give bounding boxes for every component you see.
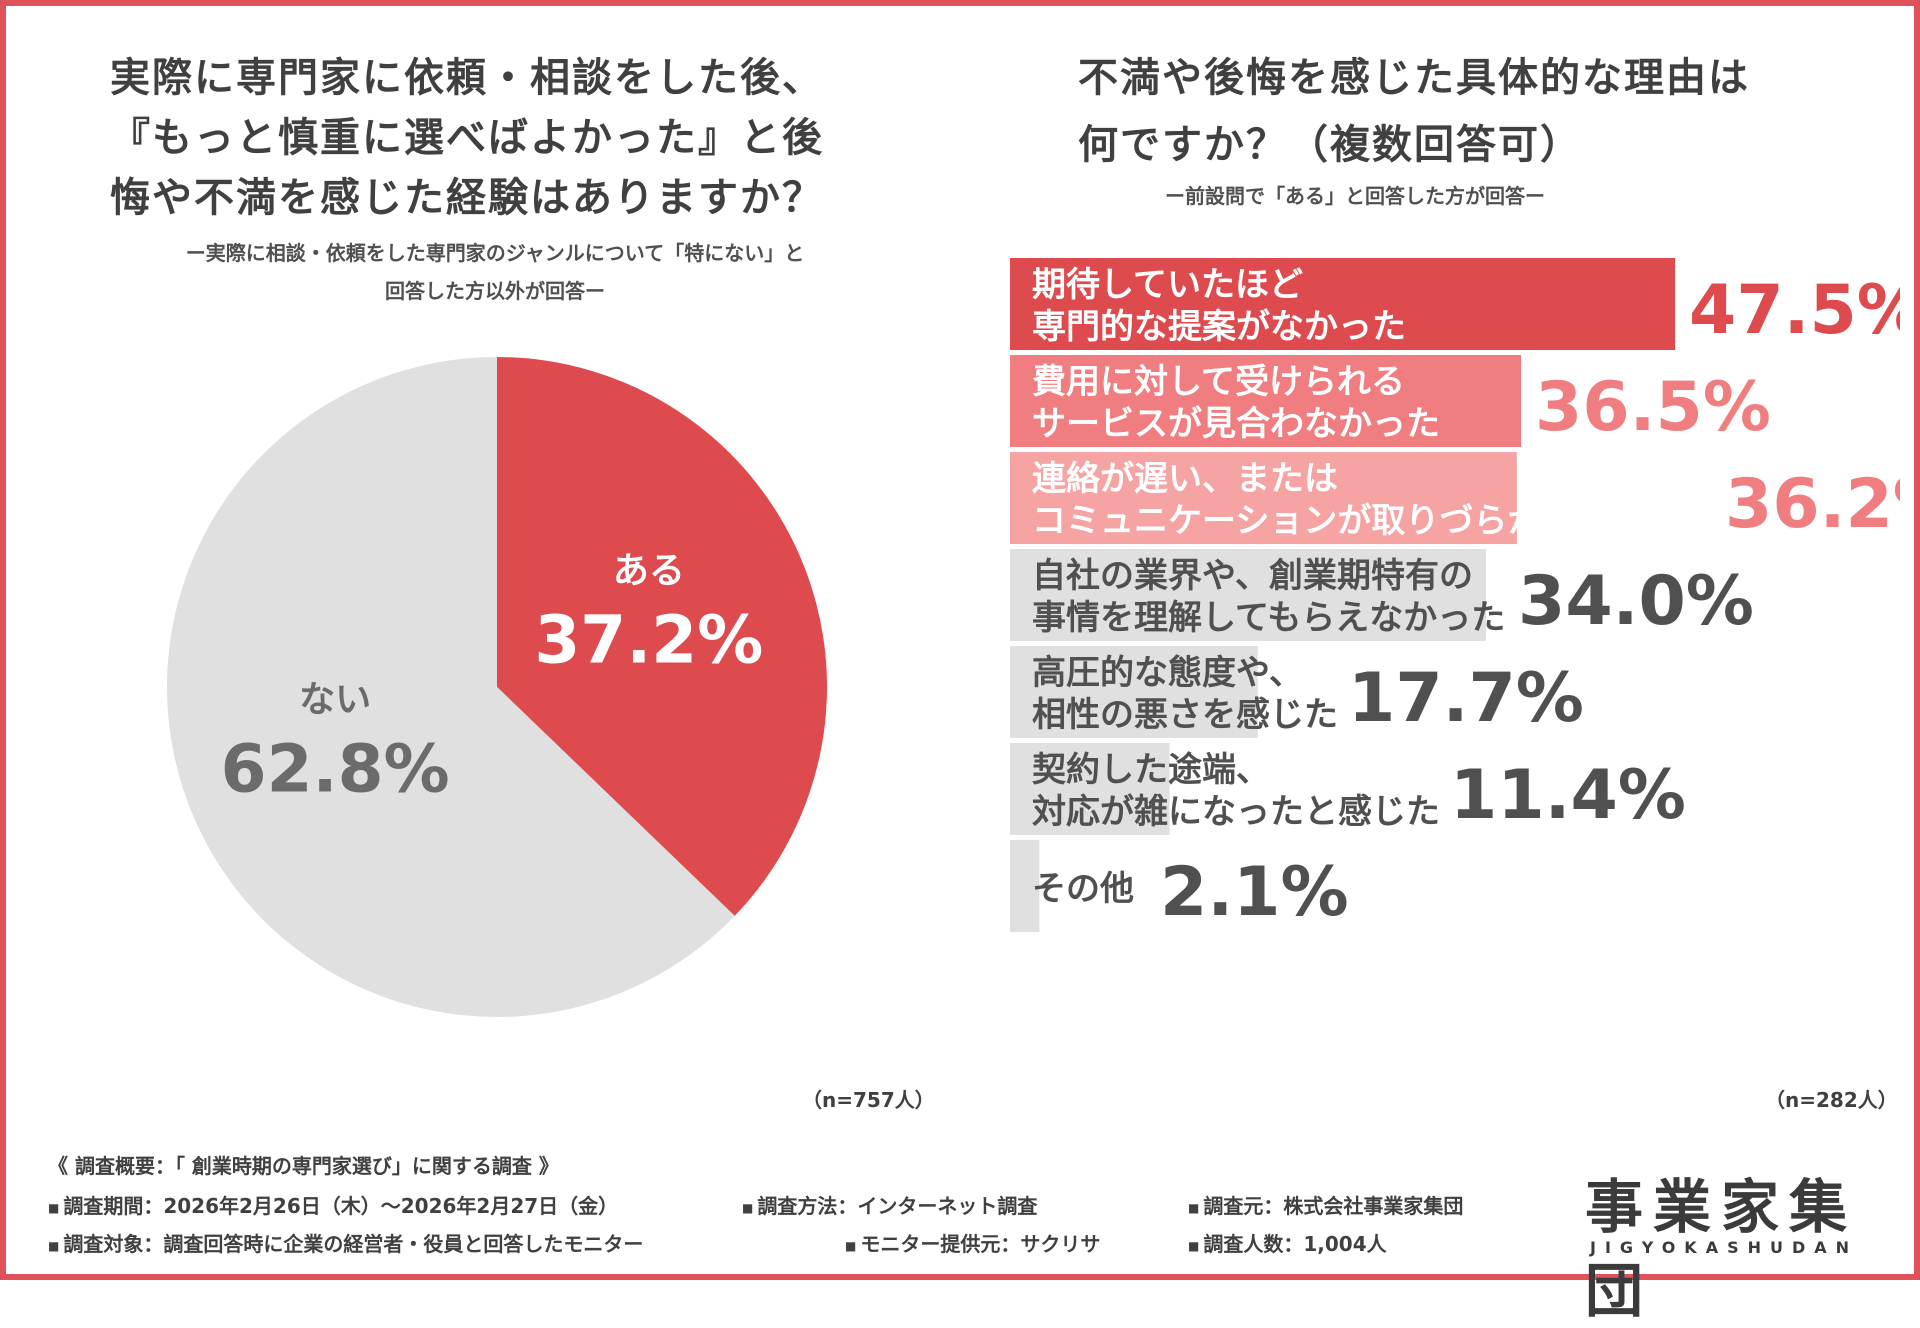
- survey-source-text: 調査元：株式会社事業家集団: [1203, 1194, 1464, 1218]
- bar-category-label: 高圧的な態度や、: [1032, 653, 1303, 693]
- bullet-icon: ■: [845, 1238, 857, 1253]
- pie-slice-label: ない: [299, 680, 371, 721]
- survey-period: ■ 調査期間：2026年2月26日（木）〜2026年2月27日（金）: [48, 1190, 618, 1219]
- pie-chart: ある 37.2% ない 62.8%: [166, 356, 827, 1018]
- left-sample-size: （n=757人）: [802, 1088, 935, 1112]
- right-sample-size: （n=282人）: [1765, 1088, 1898, 1112]
- bar-value-label: 2.1%: [1160, 853, 1349, 932]
- right-chart-subtitle: ー前設問で「ある」と回答した方が回答ー: [1165, 184, 1545, 208]
- bar-value-label: 36.2%: [1725, 465, 1900, 544]
- pie-slice-value: 37.2%: [534, 601, 763, 678]
- bar-category-label: 専門的な提案がなかった: [1032, 307, 1406, 347]
- bar-value-label: 36.5%: [1535, 368, 1771, 447]
- bar-category-label: その他: [1032, 869, 1134, 909]
- bar-category-label: 相性の悪さを感じた: [1032, 695, 1338, 735]
- bar-value-label: 17.7%: [1348, 659, 1584, 738]
- survey-source: ■ 調査元：株式会社事業家集団: [1188, 1190, 1463, 1219]
- bar-5: [1010, 743, 1170, 835]
- bar-category-label: サービスが見合わなかった: [1032, 404, 1440, 444]
- right-chart-title: 不満や後悔を感じた具体的な理由は 何ですか？（複数回答可）: [1078, 55, 1750, 168]
- pie-slice-1: [166, 356, 735, 1018]
- bar-category-label: 事情を理解してもらえなかった: [1032, 598, 1505, 638]
- survey-count-text: 調査人数：1,004人: [1203, 1232, 1387, 1256]
- bar-category-label: 契約した途端、: [1032, 750, 1270, 790]
- bullet-icon: ■: [48, 1238, 60, 1253]
- bar-category-label: 自社の業界や、創業期特有の: [1032, 556, 1473, 596]
- bar-category-label: コミュニケーションが取りづらかった: [1032, 501, 1609, 541]
- left-chart-subtitle: ー実際に相談・依頼をした専門家のジャンルについて「特にない」と 回答した方以外が…: [185, 241, 805, 303]
- bullet-icon: ■: [1188, 1238, 1200, 1253]
- bar-category-label: 費用に対して受けられる: [1032, 362, 1405, 402]
- bar-category-label: 連絡が遅い、または: [1032, 459, 1338, 499]
- survey-target: ■ 調査対象：調査回答時に企業の経営者・役員と回答したモニター: [48, 1228, 643, 1257]
- bar-2: [1010, 452, 1517, 544]
- bar-value-label: 34.0%: [1518, 562, 1754, 641]
- bar-6: [1010, 840, 1040, 932]
- survey-method-text: 調査方法：インターネット調査: [757, 1194, 1038, 1218]
- survey-count: ■ 調査人数：1,004人: [1188, 1228, 1387, 1257]
- bar-value-label: 11.4%: [1450, 756, 1686, 835]
- bullet-icon: ■: [1188, 1200, 1200, 1215]
- bar-value-label: 47.5%: [1689, 271, 1900, 350]
- survey-summary: 《 調査概要：「 創業時期の専門家選び」に関する調査 》: [48, 1154, 559, 1178]
- pie-slice-label: ある: [613, 550, 685, 591]
- bullet-icon: ■: [48, 1200, 60, 1215]
- survey-provider-text: モニター提供元：サクリサ: [860, 1232, 1101, 1256]
- bar-0: [1010, 258, 1675, 350]
- bar-4: [1010, 646, 1258, 738]
- bar-category-label: 期待していたほど: [1032, 265, 1303, 305]
- left-chart-title: 実際に専門家に依頼・相談をした後、 『もっと慎重に選べばよかった』と後 悔や不満…: [110, 55, 824, 221]
- survey-method: ■ 調査方法：インターネット調査: [742, 1190, 1037, 1219]
- bar-category-label: 対応が雑になったと感じた: [1032, 792, 1440, 832]
- pie-slice-value: 62.8%: [221, 731, 450, 808]
- survey-target-text: 調査対象：調査回答時に企業の経営者・役員と回答したモニター: [63, 1232, 644, 1256]
- bar-3: [1010, 549, 1486, 641]
- bullet-icon: ■: [742, 1200, 754, 1215]
- pie-slice-0: [497, 357, 827, 916]
- survey-provider: ■ モニター提供元：サクリサ: [845, 1228, 1100, 1257]
- bar-1: [1010, 355, 1521, 447]
- survey-period-text: 調査期間：2026年2月26日（木）〜2026年2月27日（金）: [63, 1194, 619, 1218]
- company-logo-romaji: JIGYOKASHUDAN: [1590, 1238, 1859, 1257]
